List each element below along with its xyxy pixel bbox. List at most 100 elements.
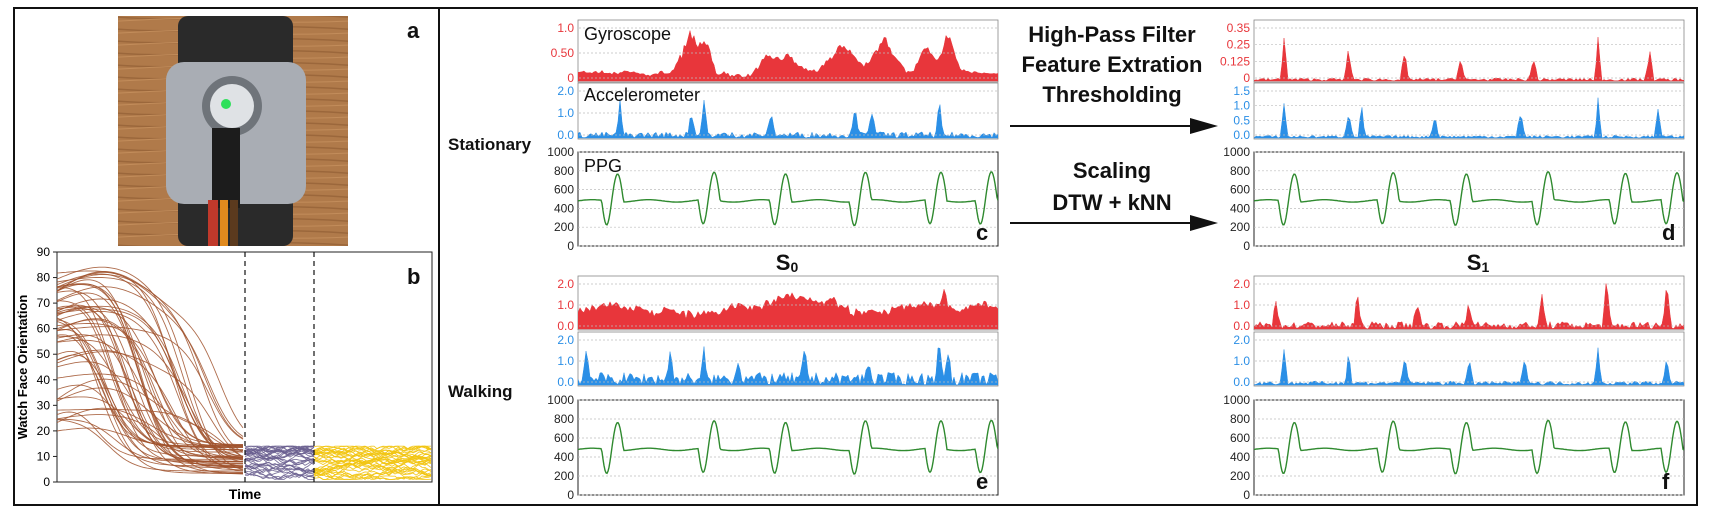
tick-labels: 2.01.00.02.01.00.0 [557, 277, 574, 389]
ytick-label: 1.0 [557, 298, 574, 312]
process-dtw-knn: DTW + kNN [1052, 190, 1171, 215]
ytick-label: 2.0 [557, 84, 574, 98]
ytick-label: 0.5 [1233, 113, 1250, 127]
ytick-label: 0.35 [1227, 21, 1251, 35]
ytick-label: 0.50 [551, 46, 575, 60]
right-frame [438, 7, 1698, 506]
chart-b-series-line [244, 445, 315, 459]
chart-b-series-line [56, 335, 243, 446]
chart-b-series-line [313, 445, 432, 461]
process-feature-extraction: Feature Extration [1022, 52, 1203, 77]
chart-b-ytick-label: 10 [37, 449, 51, 463]
ppg-plot-frame [1253, 151, 1685, 247]
tick-labels: 2.01.00.02.01.00.0 [1233, 277, 1250, 389]
chart-b-series-line [244, 448, 315, 466]
ytick-label: 0 [1243, 239, 1250, 253]
chart-b-lines [56, 266, 432, 480]
chart-b-series-line [56, 414, 244, 475]
imu-signals [1254, 283, 1684, 386]
process-thresholding: Thresholding [1042, 82, 1181, 107]
ytick-label: 2.0 [1233, 333, 1250, 347]
ytick-label: 200 [554, 469, 574, 483]
gyroscope-plot-frame [1253, 275, 1685, 331]
chart-b-series-line [56, 407, 244, 451]
process-scaling: Scaling [1073, 158, 1151, 183]
ppg-signal-line [1254, 170, 1684, 226]
ytick-label: 0.25 [1227, 38, 1251, 52]
ytick-label: 800 [554, 164, 574, 178]
panel-letter-b: b [407, 264, 420, 289]
panel-a: a [118, 16, 420, 246]
ytick-label: 0.0 [1233, 128, 1250, 142]
ytick-label: 1000 [1223, 393, 1250, 407]
chart-b-xlabel: Time [229, 486, 262, 502]
undefined [578, 346, 998, 386]
accelerometer-plot-frame [577, 82, 999, 140]
ytick-label: 0 [567, 71, 574, 85]
chart-b-series-line [56, 266, 244, 471]
ytick-label: 800 [554, 412, 574, 426]
accelerometer-plot-frame [577, 331, 999, 387]
panel-letter-c: c [976, 220, 988, 245]
chart-b-series-line [56, 329, 243, 462]
chart-b-series-line [244, 459, 315, 470]
chart-b-series-line [56, 419, 243, 472]
ytick-label: 0.0 [1233, 375, 1250, 389]
chart-b-series-line [56, 307, 243, 474]
panel-letter-e: e [976, 469, 988, 494]
panel-d: 0.350.250.12501.51.00.50.010008006004002… [1220, 19, 1685, 253]
chart-b-yticks: 0 10 20 30 40 50 60 70 80 90 [37, 245, 57, 489]
chart-b-series-line [56, 319, 244, 471]
ppg-signal [578, 171, 998, 227]
chart-b-series-line [313, 445, 432, 461]
ytick-label: 200 [554, 220, 574, 234]
chart-b-series-line [56, 396, 243, 453]
ytick-label: 1.0 [1233, 298, 1250, 312]
ytick-label: 600 [554, 431, 574, 445]
chart-b-ytick-label: 50 [37, 347, 51, 361]
accelerometer-plot-frame [1253, 331, 1685, 387]
ppg-signal-line [578, 171, 998, 227]
chart-b-series-line [244, 467, 315, 480]
chart-b-series-line [313, 445, 432, 461]
chart-b-series-line [313, 445, 432, 464]
ytick-label: 1000 [547, 393, 574, 407]
label-gyroscope: Gyroscope [584, 24, 671, 44]
ytick-label: 0.0 [557, 319, 574, 333]
smartwatch-sensor-photo [118, 16, 348, 246]
chart-b-series-line [56, 305, 243, 448]
ytick-label: 0 [567, 239, 574, 253]
label-ppg: PPG [584, 156, 622, 176]
gyroscope-plot-frame [577, 275, 999, 331]
ytick-label: 0.0 [557, 128, 574, 142]
panel-letter-f: f [1662, 469, 1670, 494]
ytick-label: 0.0 [1233, 319, 1250, 333]
chart-b-series-line [56, 351, 244, 458]
ytick-label: 600 [1230, 183, 1250, 197]
ytick-label: 200 [1230, 469, 1250, 483]
chart-b-series-line [56, 271, 244, 439]
chart-b-series-line [313, 460, 432, 474]
ytick-label: 0 [567, 488, 574, 502]
panel-c: 1.00.5002.01.00.010008006004002000Gyrosc… [547, 19, 999, 253]
chart-b-ylabel: Watch Face Orientation [15, 295, 30, 440]
panel-letter-d: d [1662, 220, 1675, 245]
ytick-label: 600 [1230, 431, 1250, 445]
chart-b-series-line [56, 271, 244, 429]
ppg-plot-frame [1253, 399, 1685, 496]
chart-b-series-line [56, 326, 244, 440]
ytick-label: 800 [1230, 412, 1250, 426]
chart-b-series-line [244, 460, 315, 472]
imu-signals [1254, 37, 1684, 139]
ppg-signal [1254, 419, 1684, 475]
chart-b-ytick-label: 0 [43, 475, 50, 489]
chart-b-series-line [56, 408, 244, 452]
ytick-label: 1000 [547, 145, 574, 159]
set-label-s1: S1 [1467, 250, 1490, 275]
chart-b-series-line [56, 283, 243, 458]
row-label-stationary: Stationary [448, 135, 532, 154]
chart-b-ytick-label: 60 [37, 322, 51, 336]
gyroscope-plot-frame [1253, 19, 1685, 83]
chart-b-series-line [56, 334, 244, 458]
